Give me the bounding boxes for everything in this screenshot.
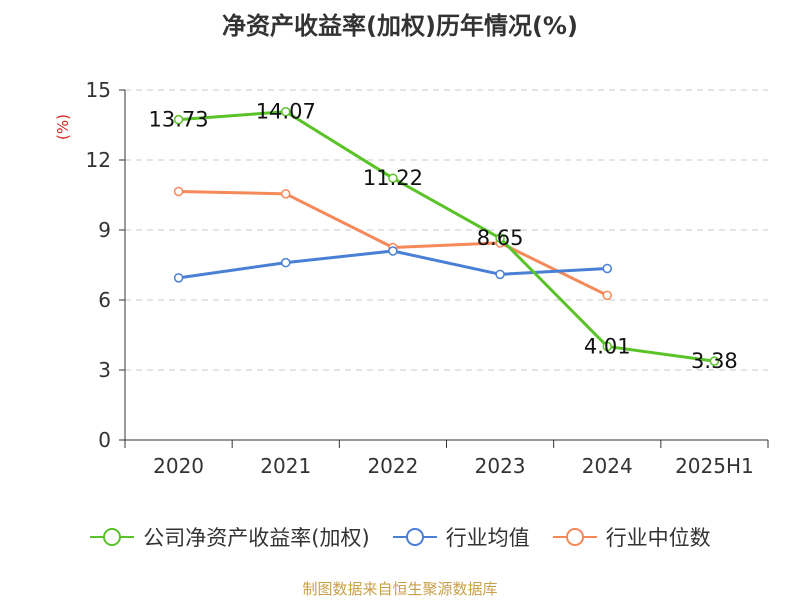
grid-layer: [125, 89, 768, 371]
legend-label: 公司净资产收益率(加权): [143, 526, 370, 550]
y-tick-label: 12: [86, 148, 111, 172]
data-point: [281, 106, 291, 117]
data-point: [709, 356, 720, 366]
y-tick-label: 0: [98, 428, 111, 452]
x-tick-label: 2020: [153, 454, 204, 478]
axis-layer: 0 3 6 9 12 15 (%) 2020 2021 2022 2023 2024 2025H1: [54, 78, 769, 478]
data-label: 4.01: [584, 334, 631, 358]
x-tick-label: 2021: [260, 454, 311, 478]
data-point: [281, 189, 291, 199]
legend-symbol: [90, 528, 135, 546]
series-line: [178, 110, 715, 363]
data-point: [495, 233, 505, 243]
legend-item[interactable]: 行业中位数: [552, 522, 711, 552]
legend-symbol: [392, 528, 437, 546]
data-label: 13.73: [149, 108, 209, 132]
data-label-layer: 13.73 14.07 11.22 8.65 4.01 3.38: [149, 100, 738, 373]
y-tick-label: 6: [98, 288, 111, 312]
x-tick-label: 2025H1: [675, 454, 754, 478]
data-label: 8.65: [477, 226, 524, 250]
legend: 公司净资产收益率(加权) 行业均值 行业中位数: [0, 520, 800, 554]
data-point: [388, 173, 398, 183]
data-point: [281, 257, 291, 268]
data-point: [602, 341, 612, 352]
data-point: [173, 273, 184, 283]
data-point: [173, 114, 184, 125]
data-label: 14.07: [256, 100, 316, 124]
data-point: [173, 186, 184, 197]
y-tick-label: 9: [98, 218, 111, 242]
data-point: [388, 246, 398, 256]
x-tick-label: 2023: [475, 454, 526, 478]
y-tick-label: 15: [86, 78, 111, 102]
x-tick-label: 2024: [582, 454, 633, 478]
legend-item[interactable]: 行业均值: [392, 522, 530, 552]
data-point: [602, 263, 612, 274]
series-layer: [173, 106, 720, 366]
chart-title: 净资产收益率(加权)历年情况(%): [222, 12, 578, 40]
data-label: 3.38: [691, 349, 738, 373]
data-label: 11.22: [363, 166, 423, 190]
x-tick-label: 2022: [367, 454, 418, 478]
legend-symbol: [552, 528, 597, 546]
legend-label: 行业中位数: [605, 526, 711, 550]
data-point: [602, 290, 612, 301]
legend-label: 行业均值: [445, 526, 530, 550]
data-point: [495, 269, 505, 280]
source-note: 制图数据来自恒生聚源数据库: [302, 580, 498, 598]
legend-item[interactable]: 公司净资产收益率(加权): [89, 522, 370, 552]
y-axis-label: (%): [54, 114, 72, 140]
y-tick-label: 3: [98, 358, 111, 382]
